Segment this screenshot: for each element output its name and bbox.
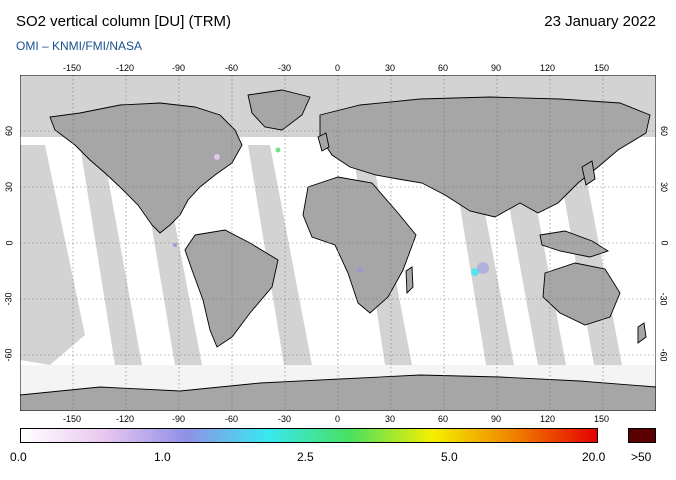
colorbar-label: 20.0 <box>582 450 606 464</box>
lon-tick-bottom: 0 <box>335 414 341 424</box>
madagascar <box>405 266 414 295</box>
lon-tick-top: 120 <box>540 63 556 73</box>
lat-tick-right: 60 <box>659 125 670 137</box>
lon-tick-bottom: 60 <box>438 414 449 424</box>
lon-tick-top: 60 <box>438 63 449 73</box>
so2-hotspot <box>214 154 220 160</box>
lon-tick-bottom: 90 <box>491 414 502 424</box>
lon-tick-top: 150 <box>594 63 610 73</box>
so2-signals <box>173 147 489 276</box>
lon-tick-top: 0 <box>335 63 341 73</box>
lat-tick-left: -60 <box>3 348 14 362</box>
south-america <box>184 229 279 348</box>
orbit-stripe <box>80 145 142 365</box>
graticule <box>20 75 656 411</box>
map-title: SO2 vertical column [DU] (TRM) <box>16 13 232 30</box>
lon-tick-top: 30 <box>385 63 396 73</box>
colorbar <box>20 428 598 443</box>
map-date: 23 January 2022 <box>544 13 656 30</box>
africa <box>302 176 417 314</box>
lon-tick-top: -90 <box>172 63 186 73</box>
so2-hotspot <box>173 243 177 247</box>
lat-tick-left: 60 <box>4 125 15 137</box>
australia <box>542 262 621 326</box>
world-map <box>20 75 656 411</box>
lat-tick-left: 30 <box>4 181 15 193</box>
british-isles <box>317 132 330 152</box>
lon-tick-bottom: -30 <box>278 414 292 424</box>
greenland <box>247 89 311 131</box>
so2-hotspot <box>471 268 479 276</box>
colorbar-label: 2.5 <box>297 450 314 464</box>
maritime-southeast-asia <box>539 230 610 258</box>
so2-hotspot <box>477 262 489 274</box>
lon-tick-top: 90 <box>491 63 502 73</box>
lon-tick-bottom: -60 <box>225 414 239 424</box>
lat-tick-right: -30 <box>658 292 669 306</box>
so2-hotspot <box>357 267 363 273</box>
colorbar-label: >50 <box>631 450 652 464</box>
lon-tick-bottom: -90 <box>172 414 186 424</box>
orbit-stripe <box>248 145 312 365</box>
colorbar-max-swatch <box>628 428 656 443</box>
lon-tick-bottom: -150 <box>63 414 82 424</box>
north-america <box>49 102 243 234</box>
lon-tick-top: -150 <box>63 63 82 73</box>
new-zealand <box>637 322 647 344</box>
lon-tick-top: -30 <box>278 63 292 73</box>
lon-tick-bottom: -120 <box>116 414 135 424</box>
data-credit: OMI – KNMI/FMI/NASA <box>16 39 143 53</box>
orbit-stripe <box>20 145 85 365</box>
colorbar-label: 0.0 <box>10 450 27 464</box>
colorbar-label: 5.0 <box>441 450 458 464</box>
eurasia <box>319 96 651 218</box>
lon-tick-top: -60 <box>225 63 239 73</box>
lat-tick-left: 0 <box>4 240 15 246</box>
japan <box>581 160 596 186</box>
lon-tick-bottom: 120 <box>540 414 556 424</box>
lon-tick-bottom: 150 <box>594 414 610 424</box>
lat-tick-left: -30 <box>3 292 14 306</box>
lat-tick-right: 0 <box>659 240 670 246</box>
lat-tick-right: -60 <box>658 348 669 362</box>
lon-tick-bottom: 30 <box>385 414 396 424</box>
so2-hotspot <box>275 147 281 153</box>
lon-tick-top: -120 <box>116 63 135 73</box>
colorbar-label: 1.0 <box>154 450 171 464</box>
lat-tick-right: 30 <box>659 181 670 193</box>
